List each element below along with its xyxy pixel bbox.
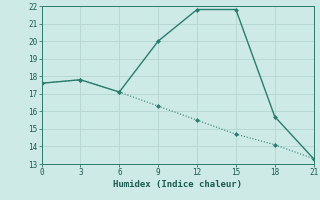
X-axis label: Humidex (Indice chaleur): Humidex (Indice chaleur) [113,180,242,189]
